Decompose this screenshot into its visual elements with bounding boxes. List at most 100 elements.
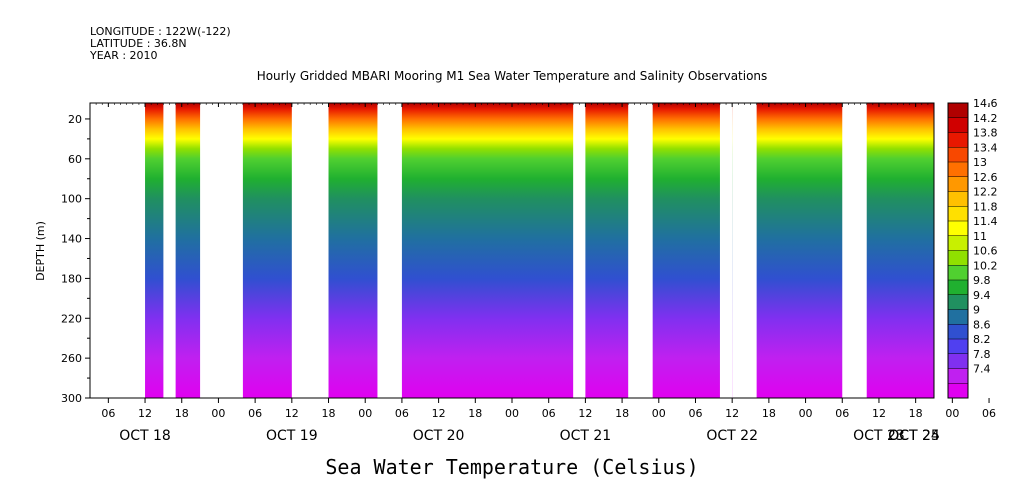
missing-gap-3 (291, 103, 329, 398)
x-tick-label-5: 12 (285, 407, 299, 420)
missing-gap-7 (719, 103, 733, 398)
colorbar-label-14: 9 (973, 304, 980, 317)
x-tick-label-6: 18 (322, 407, 336, 420)
colorbar-swatch-0 (948, 103, 968, 119)
y-axis-label: DEPTH (m) (34, 221, 47, 281)
x-tick-label-9: 12 (432, 407, 446, 420)
colorbar-swatch-10 (948, 250, 968, 266)
y-tick-label-6: 260 (61, 352, 82, 365)
colorbar-swatch-12 (948, 280, 968, 296)
colorbar-label-12: 9.8 (973, 274, 991, 287)
colorbar-label-16: 8.2 (973, 333, 991, 346)
x-tick-label-22: 18 (909, 407, 923, 420)
y-tick-label-4: 180 (61, 272, 82, 285)
colorbar-swatch-14 (948, 309, 968, 325)
colorbar-swatch-19 (948, 383, 968, 399)
x-tick-label-16: 06 (688, 407, 702, 420)
x-day-label-2: OCT 20 (413, 428, 465, 444)
x-tick-label-0: 06 (101, 407, 115, 420)
colorbar-swatch-6 (948, 191, 968, 207)
x-tick-label-11: 00 (505, 407, 519, 420)
x-tick-label-20: 06 (835, 407, 849, 420)
colorbar-swatch-15 (948, 324, 968, 340)
missing-gap-2 (200, 103, 243, 398)
colorbar-label-18: 7.4 (973, 363, 991, 376)
colorbar-label-7: 11.8 (973, 200, 998, 213)
missing-gap-6 (628, 103, 653, 398)
colorbar-label-4: 13 (973, 156, 987, 169)
colorbar-swatch-4 (948, 162, 968, 178)
y-tick-label-7: 300 (61, 392, 82, 405)
colorbar-label-8: 11.4 (973, 215, 998, 228)
colorbar-label-11: 10.2 (973, 259, 998, 272)
x-tick-label-1: 12 (138, 407, 152, 420)
y-axis: 20 60 100 140 180 220 260 300 (61, 113, 90, 405)
x-tick-label-18: 18 (762, 407, 776, 420)
y-tick-label-5: 220 (61, 312, 82, 325)
colorbar-label-9: 11 (973, 230, 987, 243)
colorbar-label-2: 13.8 (973, 127, 998, 140)
x-tick-label-21: 12 (872, 407, 886, 420)
missing-gap-4 (377, 103, 402, 398)
x-tick-label-12: 06 (542, 407, 556, 420)
x-day-label-5: OCT 23 (853, 428, 905, 444)
x-tick-label-3: 00 (211, 407, 225, 420)
colorbar-swatch-17 (948, 353, 968, 369)
x-tick-label-13: 12 (578, 407, 592, 420)
plot-area (89, 102, 935, 399)
chart-title: Hourly Gridded MBARI Mooring M1 Sea Wate… (257, 69, 768, 83)
missing-gap-0 (90, 103, 146, 398)
colorbar-swatch-8 (948, 221, 968, 237)
x-tick-label-24: 06 (982, 407, 996, 420)
colorbar-swatch-9 (948, 235, 968, 251)
x-day-label-0: OCT 18 (119, 428, 171, 444)
colorbar-swatch-3 (948, 147, 968, 163)
colorbar-label-0: 14.6 (973, 97, 998, 110)
colorbar-label-15: 8.6 (973, 318, 991, 331)
y-tick-label-0: 20 (68, 113, 82, 126)
x-tick-label-8: 06 (395, 407, 409, 420)
x-tick-label-4: 06 (248, 407, 262, 420)
x-axis: 06 12 18 00 06 12 18 00 06 12 18 00 06 12 18 00 06 12 18 00… (89, 103, 996, 420)
x-tick-label-10: 18 (468, 407, 482, 420)
colorbar-swatch-13 (948, 294, 968, 310)
colorbar-swatch-16 (948, 339, 968, 355)
colorbar: 14.6 14.2 13.813.4 13 12.6 12.211.8 11.4 11 10.6… (947, 97, 998, 399)
x-tick-label-14: 18 (615, 407, 629, 420)
colorbar-label-5: 12.6 (973, 171, 998, 184)
colorbar-label-3: 13.4 (973, 141, 998, 154)
missing-gap-8 (732, 103, 757, 398)
missing-data-gaps (90, 103, 867, 398)
missing-gap-1 (163, 103, 176, 398)
colorbar-label-17: 7.8 (973, 348, 991, 361)
x-day-label-7: OCT 25 (888, 428, 940, 444)
colorbar-swatch-2 (948, 132, 968, 148)
y-tick-label-1: 60 (68, 153, 82, 166)
colorbar-swatch-7 (948, 206, 968, 222)
x-tick-label-23: 00 (945, 407, 959, 420)
x-axis-label: Sea Water Temperature (Celsius) (325, 455, 698, 479)
colorbar-label-10: 10.6 (973, 245, 998, 258)
x-tick-label-15: 00 (652, 407, 666, 420)
colorbar-swatch-1 (948, 117, 968, 133)
colorbar-label-6: 12.2 (973, 186, 998, 199)
x-axis-days: OCT 18 OCT 19 OCT 20 OCT 21 OCT 22 OCT 23OCT … (119, 428, 940, 444)
y-tick-label-3: 140 (61, 233, 82, 246)
colorbar-swatch-18 (948, 368, 968, 384)
x-day-label-4: OCT 22 (706, 428, 758, 444)
x-tick-label-17: 12 (725, 407, 739, 420)
x-day-label-1: OCT 19 (266, 428, 318, 444)
year-label: YEAR : 2010 (89, 49, 158, 62)
x-day-label-6: OCT 24 (888, 428, 940, 444)
missing-gap-9 (842, 103, 867, 398)
colorbar-swatch-11 (948, 265, 968, 281)
colorbar-label-13: 9.4 (973, 289, 991, 302)
missing-gap-5 (573, 103, 586, 398)
x-tick-label-19: 00 (799, 407, 813, 420)
y-tick-label-2: 100 (61, 193, 82, 206)
colorbar-label-1: 14.2 (973, 112, 998, 125)
longitude-label: LONGITUDE : 122W(-122) (90, 25, 231, 38)
x-day-label-3: OCT 21 (560, 428, 612, 444)
x-tick-label-2: 18 (175, 407, 189, 420)
